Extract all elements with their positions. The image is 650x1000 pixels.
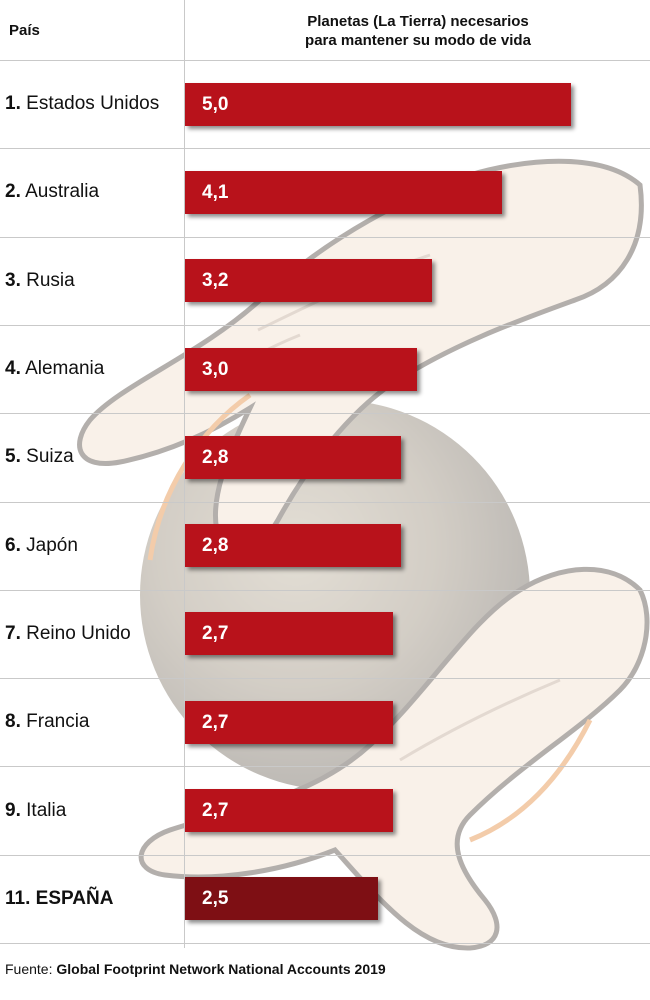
country-label: 4. Alemania bbox=[5, 357, 104, 381]
country-rank: 5. bbox=[5, 446, 21, 468]
bar: 2,8 bbox=[185, 524, 402, 568]
row-separator bbox=[0, 324, 650, 326]
bar-value-label: 2,8 bbox=[202, 535, 229, 557]
row-separator bbox=[0, 766, 650, 768]
bar-value-label: 3,0 bbox=[202, 358, 229, 380]
country-column-header: País bbox=[9, 22, 40, 39]
country-name: Australia bbox=[25, 181, 100, 203]
country-name: ESPAÑA bbox=[35, 887, 114, 909]
country-rank: 6. bbox=[5, 534, 21, 556]
country-rank: 4. bbox=[5, 358, 21, 380]
value-header-line2: para mantener su modo de vida bbox=[305, 32, 531, 49]
source-name: Global Footprint Network National Accoun… bbox=[56, 961, 386, 977]
country-name: Japón bbox=[26, 534, 78, 556]
country-label: 5. Suiza bbox=[5, 445, 74, 469]
country-rank: 7. bbox=[5, 622, 21, 644]
bar-value-label: 2,5 bbox=[202, 888, 229, 910]
row-separator bbox=[0, 236, 650, 238]
bar: 5,0 bbox=[185, 82, 571, 126]
country-rank: 8. bbox=[5, 711, 21, 733]
bar-value-label: 3,2 bbox=[202, 270, 229, 292]
bar: 2,7 bbox=[185, 789, 394, 833]
country-label: 3. Rusia bbox=[5, 269, 75, 293]
country-name: Reino Unido bbox=[26, 622, 131, 644]
value-column-header: Planetas (La Tierra) necesarios para man… bbox=[186, 12, 650, 50]
country-label: 2. Australia bbox=[5, 180, 99, 204]
row-separator bbox=[0, 413, 650, 415]
column-divider bbox=[184, 0, 185, 948]
bar-value-label: 2,7 bbox=[202, 800, 229, 822]
country-name: Suiza bbox=[26, 446, 74, 468]
bar-value-label: 2,7 bbox=[202, 623, 229, 645]
country-rank: 3. bbox=[5, 269, 21, 291]
country-rank: 9. bbox=[5, 799, 21, 821]
country-label: 7. Reino Unido bbox=[5, 622, 131, 646]
country-name: Rusia bbox=[26, 269, 75, 291]
country-name: Italia bbox=[26, 799, 67, 821]
row-separator bbox=[0, 854, 650, 856]
bar: 4,1 bbox=[185, 170, 502, 214]
bar-value-label: 2,7 bbox=[202, 711, 229, 733]
row-separator bbox=[0, 943, 650, 944]
source-footer: Fuente: Global Footprint Network Nationa… bbox=[5, 961, 386, 977]
country-label: 9. Italia bbox=[5, 799, 66, 823]
country-label: 11. ESPAÑA bbox=[5, 887, 113, 911]
bar: 2,7 bbox=[185, 612, 394, 656]
bar: 2,8 bbox=[185, 435, 402, 479]
row-separator bbox=[0, 148, 650, 150]
country-rank: 1. bbox=[5, 93, 21, 115]
country-label: 1. Estados Unidos bbox=[5, 92, 159, 116]
header-separator bbox=[0, 60, 650, 61]
bar-value-label: 2,8 bbox=[202, 446, 229, 468]
country-label: 8. Francia bbox=[5, 710, 90, 734]
country-name: Francia bbox=[26, 711, 90, 733]
bar: 3,2 bbox=[185, 259, 433, 303]
bar: 2,7 bbox=[185, 700, 394, 744]
row-separator bbox=[0, 589, 650, 591]
row-separator bbox=[0, 678, 650, 680]
row-separator bbox=[0, 501, 650, 503]
bar-value-label: 5,0 bbox=[202, 93, 229, 115]
country-label: 6. Japón bbox=[5, 534, 78, 558]
source-prefix: Fuente: bbox=[5, 961, 57, 977]
country-name: Estados Unidos bbox=[26, 93, 160, 115]
bar: 2,5 bbox=[185, 877, 378, 921]
country-rank: 11. bbox=[5, 887, 31, 909]
bar-value-label: 4,1 bbox=[202, 181, 229, 203]
bar: 3,0 bbox=[185, 347, 417, 391]
country-rank: 2. bbox=[5, 181, 21, 203]
country-name: Alemania bbox=[25, 358, 105, 380]
value-header-line1: Planetas (La Tierra) necesarios bbox=[307, 13, 529, 30]
